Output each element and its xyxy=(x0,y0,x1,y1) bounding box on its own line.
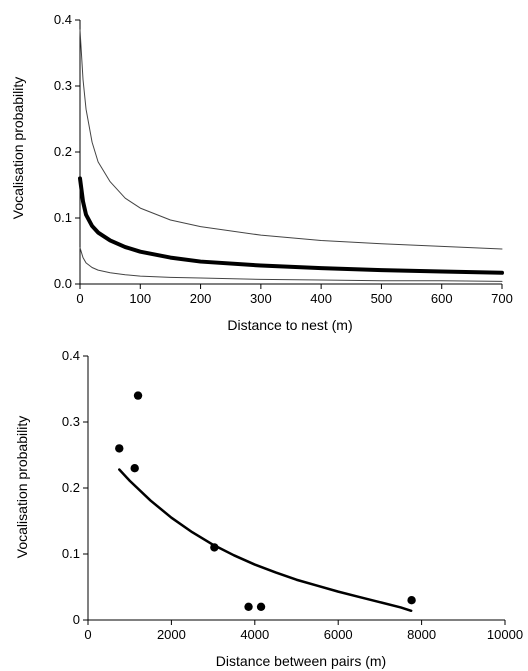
lower-confidence-bound-line xyxy=(79,247,503,282)
data-point xyxy=(115,444,124,453)
fitted-line xyxy=(78,176,504,275)
y-axis-label: Vocalisation probability xyxy=(10,77,26,219)
y-tick-label: 0.0 xyxy=(54,276,72,291)
data-point xyxy=(130,464,139,473)
y-tick-label: 0.3 xyxy=(62,414,80,429)
x-tick-label: 100 xyxy=(129,291,151,306)
data-point xyxy=(133,391,143,400)
data-point xyxy=(210,543,219,552)
x-tick-label: 300 xyxy=(250,291,272,306)
x-axis-label: Distance to nest (m) xyxy=(227,317,352,333)
x-tick-label: 6000 xyxy=(324,627,353,642)
y-tick-label: 0.3 xyxy=(54,78,72,93)
y-tick-label: 0.2 xyxy=(62,480,80,495)
data-point xyxy=(256,602,266,611)
y-tick-label: 0.1 xyxy=(62,546,80,561)
upper-confidence-bound-line xyxy=(79,29,503,250)
y-tick-label: 0 xyxy=(73,612,80,627)
x-tick-label: 500 xyxy=(371,291,393,306)
distance-between-pairs-chart: Vocalisation probability Distance betwee… xyxy=(14,348,523,669)
distance-to-nest-chart: Vocalisation probability Distance to nes… xyxy=(10,12,513,333)
x-tick-label: 0 xyxy=(76,291,83,306)
data-point xyxy=(244,602,253,611)
x-tick-label: 200 xyxy=(190,291,212,306)
x-tick-label: 4000 xyxy=(240,627,269,642)
fit-line xyxy=(118,468,413,613)
y-tick-label: 0.4 xyxy=(62,348,80,363)
x-tick-label: 2000 xyxy=(157,627,186,642)
y-axis-label: Vocalisation probability xyxy=(14,416,30,558)
x-tick-label: 700 xyxy=(491,291,513,306)
x-tick-label: 0 xyxy=(84,627,91,642)
x-tick-label: 600 xyxy=(431,291,453,306)
y-tick-label: 0.4 xyxy=(54,12,72,27)
x-tick-label: 8000 xyxy=(407,627,436,642)
data-point xyxy=(407,596,416,605)
y-tick-label: 0.2 xyxy=(54,144,72,159)
x-tick-label: 400 xyxy=(310,291,332,306)
x-axis-label: Distance between pairs (m) xyxy=(216,653,386,669)
x-tick-label: 10000 xyxy=(487,627,523,642)
y-tick-label: 0.1 xyxy=(54,210,72,225)
